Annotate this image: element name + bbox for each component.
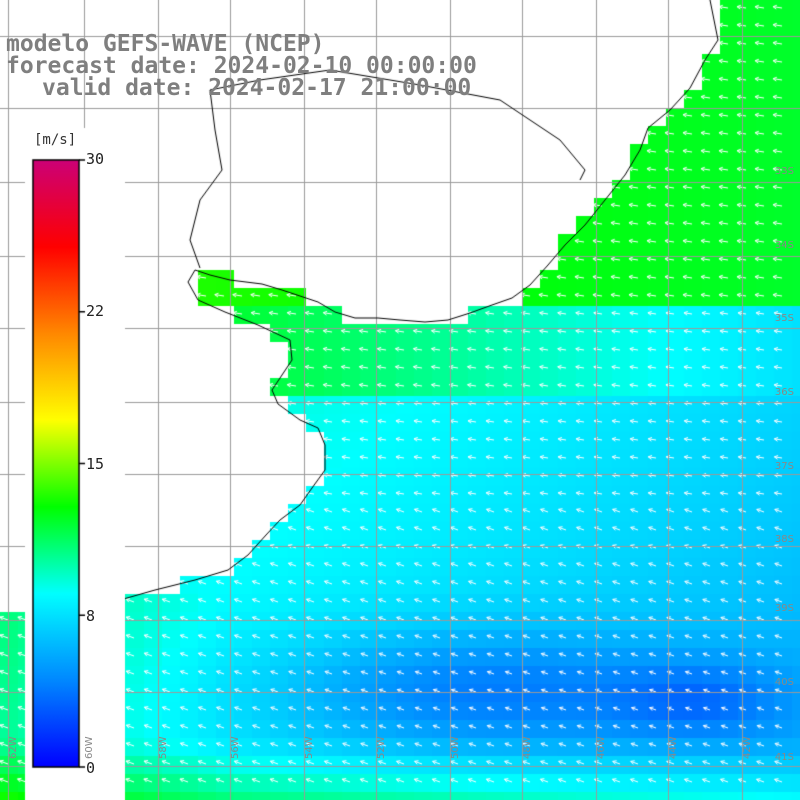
lon-label-44W: 44W [668,736,679,759]
lon-label-60W: 60W [84,736,95,759]
lon-label-50W: 50W [450,736,461,759]
colorbar-tick-15: 15 [86,455,105,473]
forecast-date: forecast date: 2024-02-10 00:00:00 [6,53,477,79]
lat-label-37S: 37S [774,461,794,472]
lon-label-54W: 54W [304,736,315,759]
lon-label-46W: 46W [596,736,607,759]
lat-label-38S: 38S [774,534,794,545]
lon-label-56W: 56W [230,736,241,759]
lat-label-36S: 36S [774,387,794,398]
lon-label-42W: 42W [742,736,753,759]
lat-label-34S: 34S [774,240,794,251]
colorbar-tick-8: 8 [86,607,96,625]
lat-label-35S: 35S [774,313,794,324]
lon-label-62W: 62W [8,736,19,759]
lon-label-48W: 48W [522,736,533,759]
colorbar-tick-30: 30 [86,150,105,168]
valid-date: valid date: 2024-02-17 21:00:00 [42,75,472,101]
lat-label-39S: 39S [774,603,794,614]
lon-label-52W: 52W [376,736,387,759]
colorbar-tick-22: 22 [86,302,105,320]
colorbar-tick-0: 0 [86,759,96,777]
model-title: modelo GEFS-WAVE (NCEP) [6,31,325,57]
lon-label-58W: 58W [158,736,169,759]
lat-label-33S: 33S [774,166,794,177]
lat-label-40S: 40S [774,677,794,688]
lat-label-41S: 41S [774,752,794,763]
colorbar-unit: [m/s] [34,132,77,148]
